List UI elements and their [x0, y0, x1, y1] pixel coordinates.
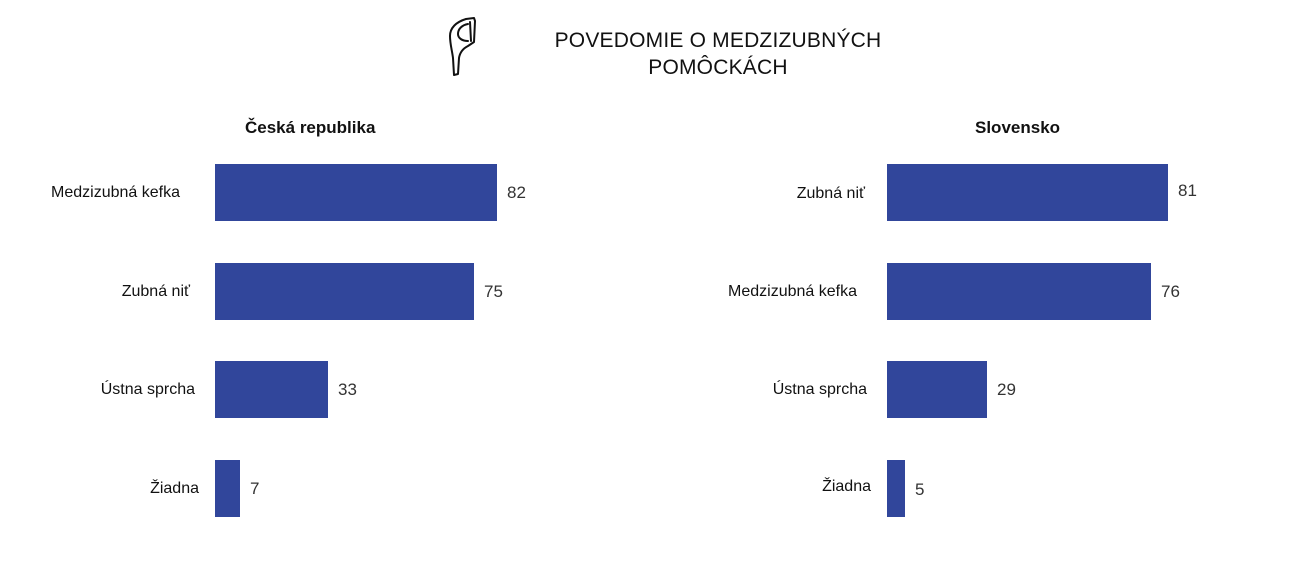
chart-header: POVEDOMIE O MEDZIZUBNÝCH POMÔCKÁCH [0, 0, 1289, 100]
bar [887, 263, 1151, 320]
bar-label: Zubná niť [796, 185, 865, 202]
bar-value: 82 [507, 183, 526, 202]
bar-label: Žiadna [822, 478, 871, 495]
bar-label: Žiadna [150, 480, 199, 497]
bar [887, 460, 905, 517]
chart-title-line1: POVEDOMIE O MEDZIZUBNÝCH [554, 29, 882, 52]
bar-label: Medzizubná kefka [51, 184, 180, 201]
bar [887, 164, 1168, 221]
dental-floss-pick-icon [449, 17, 476, 76]
bar-value: 5 [915, 480, 925, 499]
bar [215, 263, 474, 320]
bar [215, 460, 240, 517]
panel-title: Česká republika [245, 118, 376, 137]
bar-label: Ústna sprcha [772, 381, 867, 398]
bar-label: Ústna sprcha [100, 381, 195, 398]
chart-title-line2: POMÔCKÁCH [648, 56, 788, 79]
bar-value: 81 [1178, 181, 1197, 200]
bar-value: 33 [338, 380, 357, 399]
panel-slovakia: Slovensko Zubná niť 81 Medzizubná kefka … [0, 110, 1289, 540]
chart-title: POVEDOMIE O MEDZIZUBNÝCH POMÔCKÁCH [518, 27, 918, 81]
bar-value: 76 [1161, 282, 1180, 301]
bar [215, 361, 328, 418]
bar-label: Zubná niť [121, 283, 190, 300]
bar-value: 7 [250, 479, 260, 498]
bar-label: Medzizubná kefka [728, 283, 857, 300]
bar-value: 29 [997, 380, 1016, 399]
bar [887, 361, 987, 418]
bar-value: 75 [484, 282, 503, 301]
bar [215, 164, 497, 221]
panel-title: Slovensko [975, 118, 1061, 137]
panel-czech-republic: Česká republika Medzizubná kefka 82 Zubn… [0, 110, 640, 540]
